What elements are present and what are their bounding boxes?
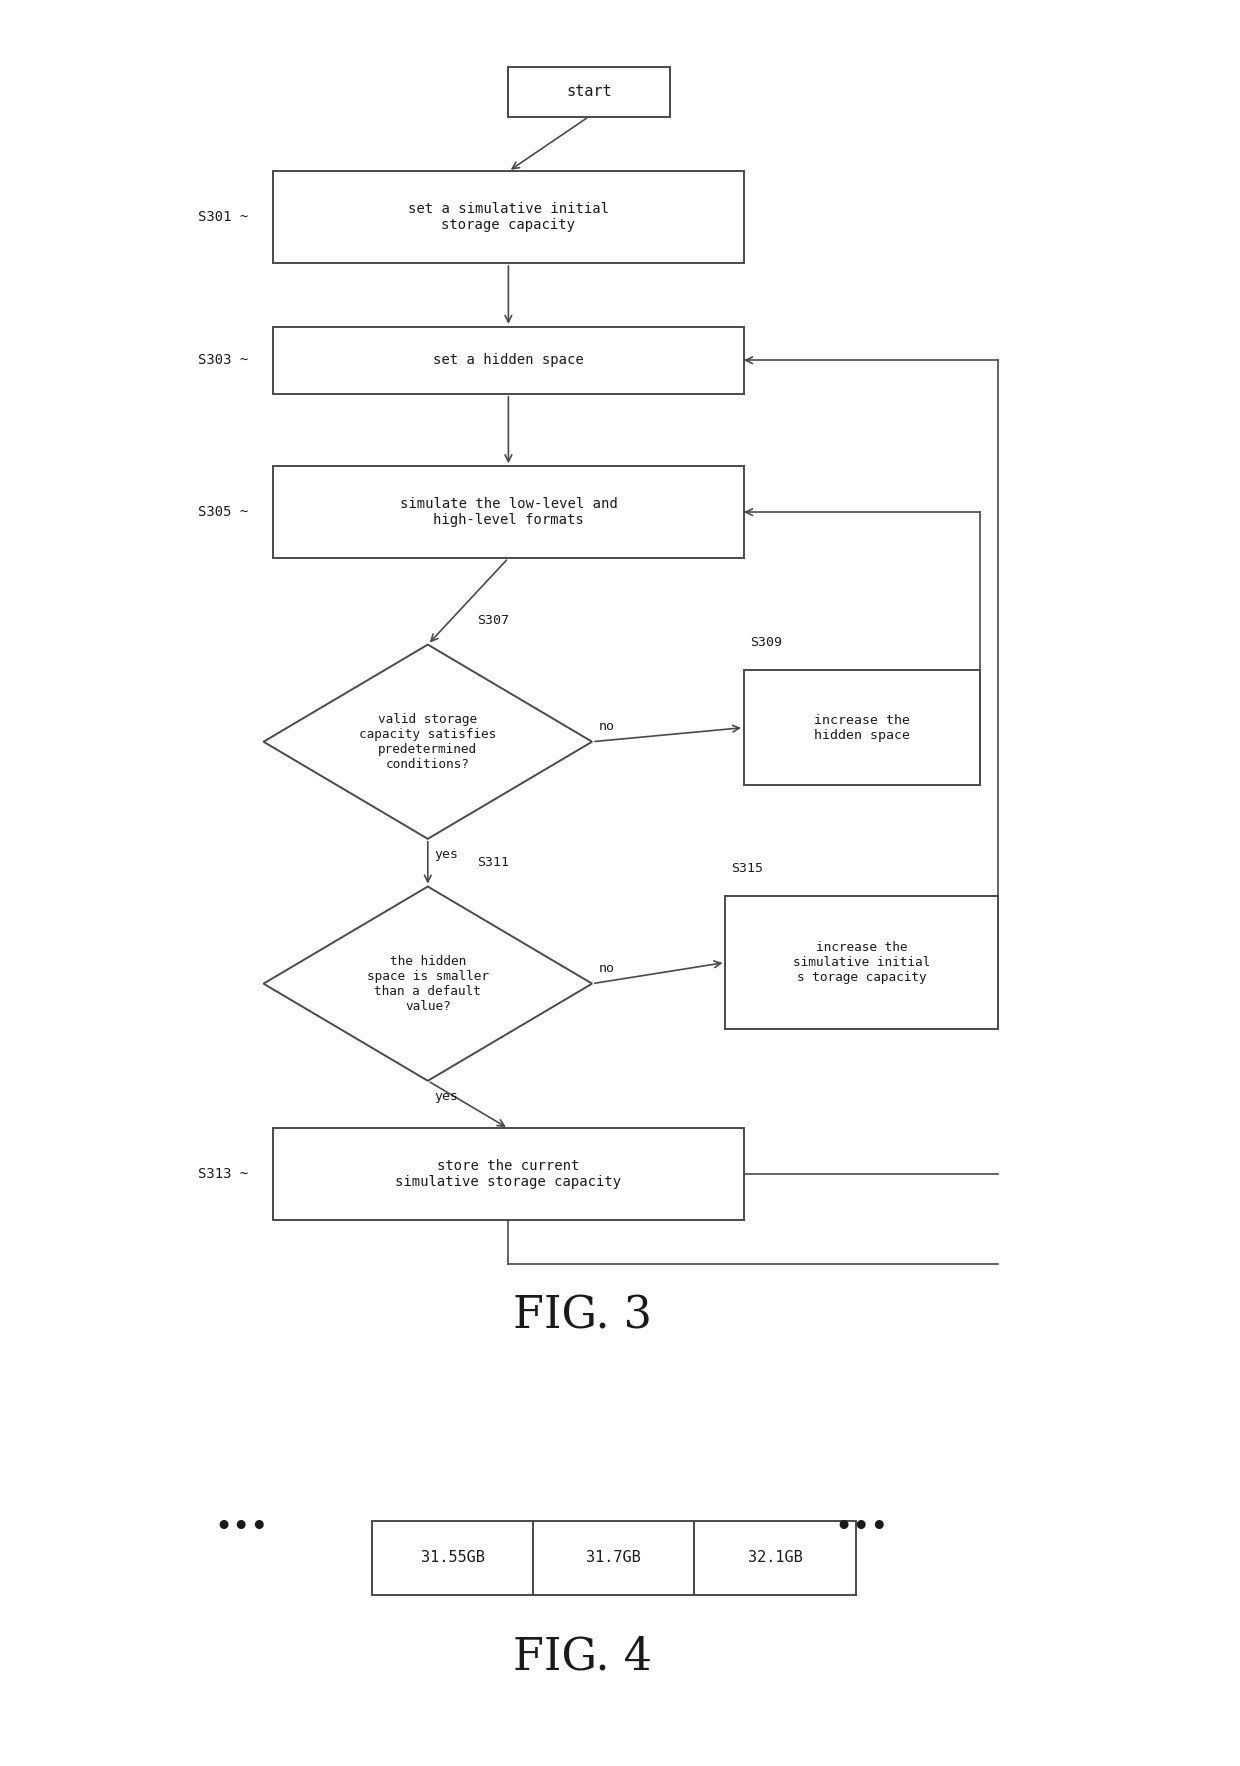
Text: S309: S309 [750, 636, 782, 650]
Text: S315: S315 [732, 862, 764, 876]
Text: S311: S311 [477, 857, 510, 869]
Text: valid storage
capacity satisfies
predetermined
conditions?: valid storage capacity satisfies predete… [360, 713, 496, 770]
Text: 32.1GB: 32.1GB [748, 1551, 802, 1565]
Text: FIG. 4: FIG. 4 [513, 1635, 652, 1678]
Text: increase the
hidden space: increase the hidden space [813, 713, 910, 742]
Text: set a simulative initial
storage capacity: set a simulative initial storage capacit… [408, 201, 609, 233]
FancyBboxPatch shape [273, 327, 744, 394]
Text: start: start [567, 85, 611, 99]
FancyBboxPatch shape [273, 466, 744, 558]
Text: increase the
simulative initial
s torage capacity: increase the simulative initial s torage… [794, 941, 930, 984]
FancyBboxPatch shape [273, 171, 744, 263]
Text: yes: yes [434, 848, 458, 860]
FancyBboxPatch shape [744, 669, 980, 784]
Text: store the current
simulative storage capacity: store the current simulative storage cap… [396, 1158, 621, 1190]
Text: S303 ~: S303 ~ [197, 353, 248, 367]
Text: FIG. 3: FIG. 3 [513, 1294, 652, 1337]
Text: no: no [598, 962, 614, 975]
Text: yes: yes [434, 1090, 458, 1102]
Text: set a hidden space: set a hidden space [433, 353, 584, 367]
FancyBboxPatch shape [508, 67, 670, 117]
Polygon shape [263, 645, 593, 839]
Text: no: no [598, 721, 614, 733]
Text: •••: ••• [215, 1513, 269, 1542]
Text: S313 ~: S313 ~ [197, 1167, 248, 1181]
FancyBboxPatch shape [533, 1521, 694, 1595]
FancyBboxPatch shape [694, 1521, 856, 1595]
FancyBboxPatch shape [372, 1521, 533, 1595]
Text: the hidden
space is smaller
than a default
value?: the hidden space is smaller than a defau… [367, 955, 489, 1012]
Text: S307: S307 [477, 615, 510, 627]
Polygon shape [263, 887, 593, 1081]
Text: 31.55GB: 31.55GB [420, 1551, 485, 1565]
FancyBboxPatch shape [273, 1128, 744, 1220]
Text: 31.7GB: 31.7GB [587, 1551, 641, 1565]
Text: S305 ~: S305 ~ [197, 505, 248, 519]
Text: S301 ~: S301 ~ [197, 210, 248, 224]
Text: simulate the low-level and
high-level formats: simulate the low-level and high-level fo… [399, 496, 618, 528]
Text: •••: ••• [835, 1513, 889, 1542]
FancyBboxPatch shape [725, 895, 998, 1028]
